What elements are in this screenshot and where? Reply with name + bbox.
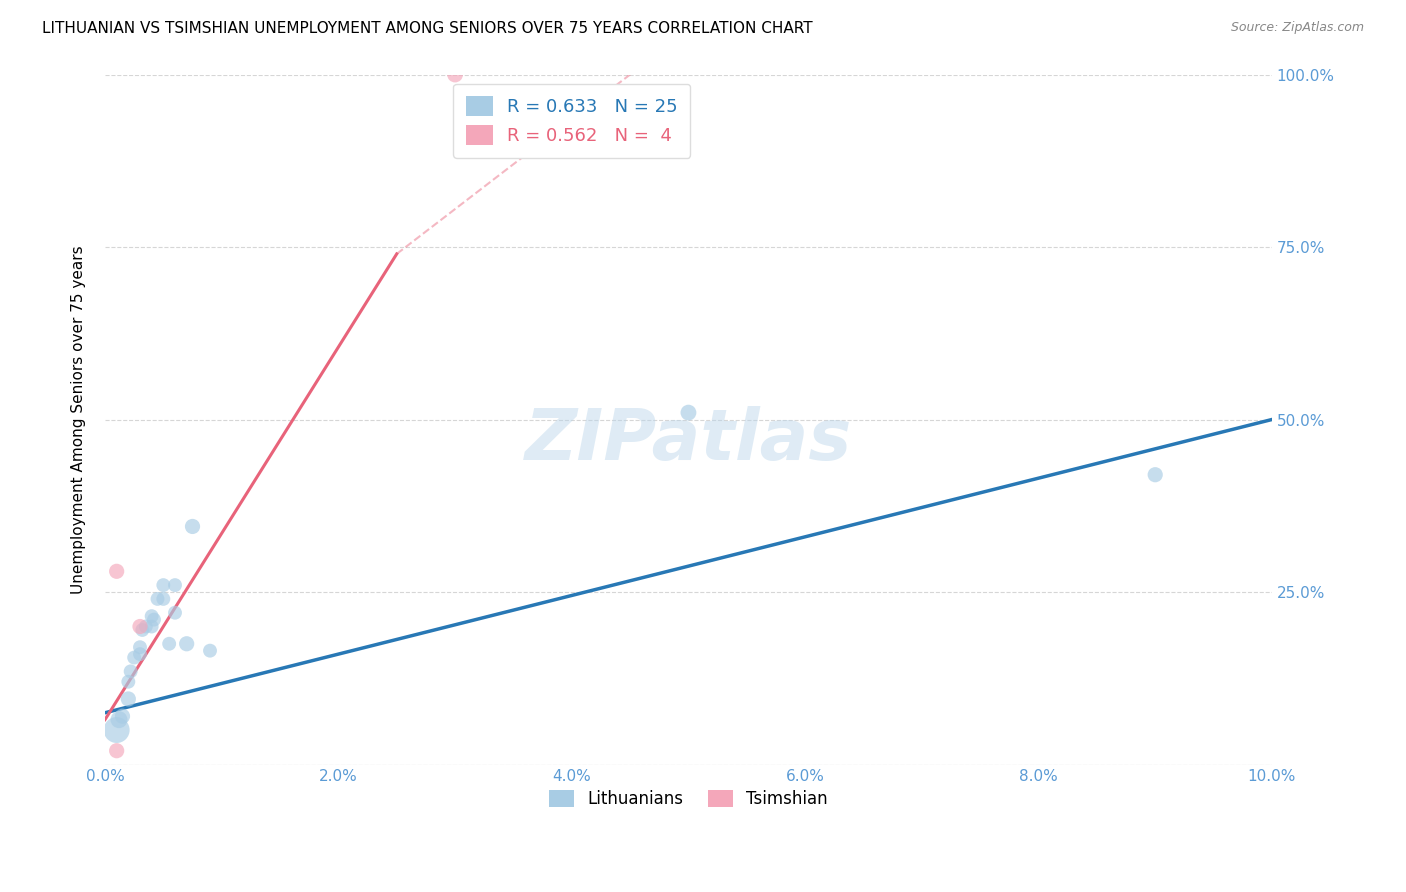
Point (176, 637, 198, 651)
Text: LITHUANIAN VS TSIMSHIAN UNEMPLOYMENT AMONG SENIORS OVER 75 YEARS CORRELATION CHA: LITHUANIAN VS TSIMSHIAN UNEMPLOYMENT AMO… (42, 21, 813, 36)
Point (129, 640, 152, 655)
Point (105, 723, 128, 737)
Point (163, 606, 186, 620)
Point (198, 643, 221, 657)
Point (1144, 467, 1167, 482)
Point (117, 692, 139, 706)
Point (131, 623, 153, 637)
Text: Source: ZipAtlas.com: Source: ZipAtlas.com (1230, 21, 1364, 34)
Point (122, 650, 145, 665)
Point (117, 674, 139, 689)
Point (157, 637, 180, 651)
Point (141, 609, 163, 624)
Point (444, 68, 467, 82)
Legend: Lithuanians, Tsimshian: Lithuanians, Tsimshian (543, 783, 835, 814)
Point (146, 591, 169, 606)
Point (108, 713, 131, 727)
Point (129, 619, 152, 633)
Point (135, 619, 157, 633)
Y-axis label: Unemployment Among Seniors over 75 years: Unemployment Among Seniors over 75 years (72, 245, 86, 594)
Point (120, 665, 142, 679)
Point (143, 613, 166, 627)
Point (152, 578, 174, 592)
Point (129, 647, 152, 661)
Point (181, 519, 204, 533)
Point (105, 744, 128, 758)
Point (141, 619, 163, 633)
Point (111, 709, 134, 723)
Point (678, 406, 700, 420)
Point (152, 591, 174, 606)
Point (163, 578, 186, 592)
Point (105, 564, 128, 578)
Text: ZIPatlas: ZIPatlas (524, 406, 852, 475)
